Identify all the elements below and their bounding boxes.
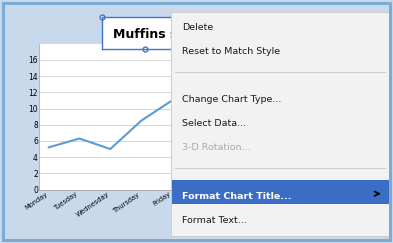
Text: Reset to Match Style: Reset to Match Style [182, 47, 280, 56]
Text: . . . . . . . . . . . . . .: . . . . . . . . . . . . . . [169, 237, 224, 242]
Text: Format Text...: Format Text... [182, 216, 247, 225]
Text: 3-D Rotation...: 3-D Rotation... [182, 143, 250, 152]
Text: Format Chart Title...: Format Chart Title... [182, 191, 291, 200]
Text: Delete: Delete [182, 23, 213, 32]
Text: Change Chart Type...: Change Chart Type... [182, 95, 281, 104]
Text: Select Data...: Select Data... [182, 119, 246, 129]
FancyBboxPatch shape [171, 180, 389, 204]
Text: Muffins s: Muffins s [113, 28, 178, 41]
Text: . . . . . . . . . . . . . .: . . . . . . . . . . . . . . [169, 1, 224, 6]
